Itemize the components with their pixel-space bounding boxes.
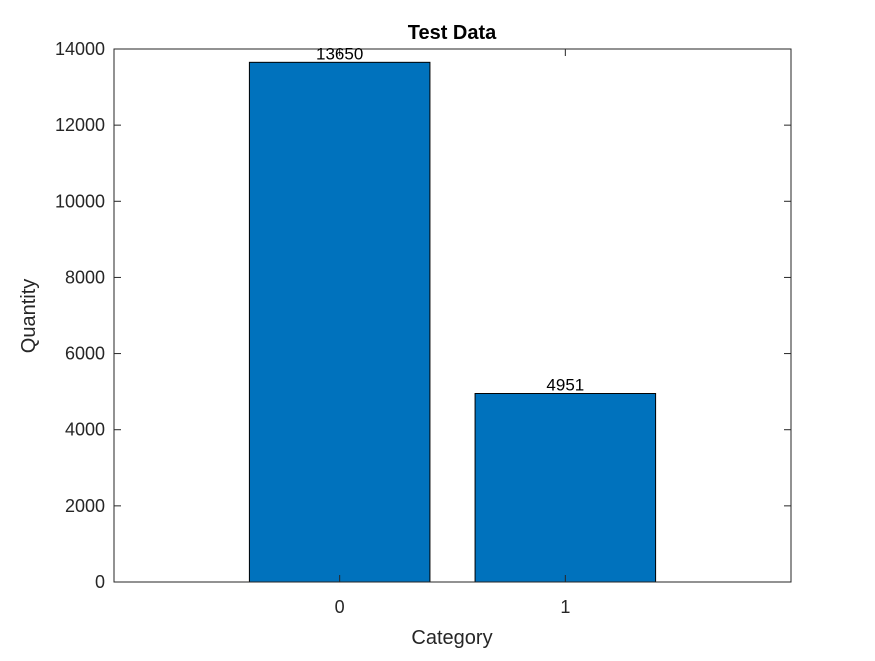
y-tick-label: 14000	[55, 39, 105, 59]
x-axis-label: Category	[411, 627, 492, 649]
y-tick-label: 10000	[55, 191, 105, 211]
bar-0	[248, 61, 431, 583]
y-tick-label: 0	[95, 572, 105, 592]
bars	[248, 61, 657, 583]
tick-and-data-labels: 13650 0 4951 1 0 2000 4000 6000 8000 10000 12000 14…	[55, 39, 584, 617]
y-tick-label: 6000	[65, 344, 105, 364]
y-tick-label: 4000	[65, 420, 105, 440]
plot-area	[114, 49, 791, 582]
y-tick-label: 12000	[55, 115, 105, 135]
x-tick-label: 1	[560, 597, 570, 617]
x-tick-label: 0	[335, 597, 345, 617]
y-tick-label: 2000	[65, 496, 105, 516]
data-label-0: 13650	[316, 44, 363, 63]
plot-frame	[113, 48, 792, 583]
y-tick-label: 8000	[65, 267, 105, 287]
bar-1	[474, 393, 657, 583]
chart-title: Test Data	[408, 22, 497, 44]
y-axis-label: Quantity	[18, 279, 40, 353]
data-label-1: 4951	[546, 376, 584, 395]
